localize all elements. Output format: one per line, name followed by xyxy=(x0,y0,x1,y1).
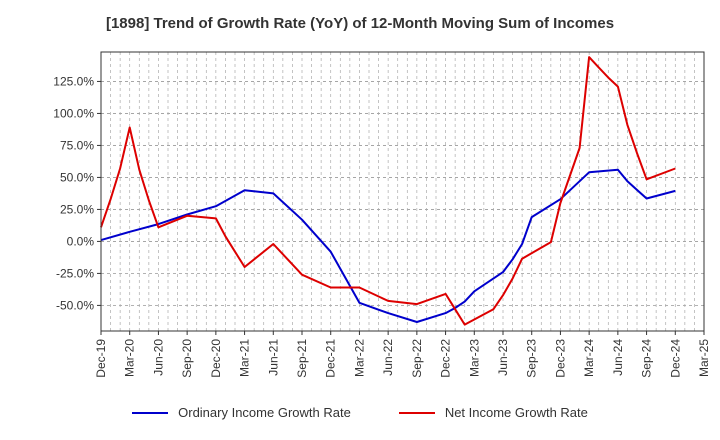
x-tick-label: Dec-24 xyxy=(668,339,682,378)
x-tick-label: Sep-21 xyxy=(295,339,309,378)
x-tick-label: Dec-22 xyxy=(439,339,453,378)
y-tick-label: 125.0% xyxy=(53,74,94,88)
plot-frame xyxy=(100,51,705,332)
y-tick-label: 100.0% xyxy=(53,106,94,120)
x-tick-label: Dec-23 xyxy=(553,339,567,378)
x-tick-label: Mar-24 xyxy=(582,339,596,377)
x-tick-label: Dec-20 xyxy=(209,339,223,378)
legend-swatch-net-income xyxy=(398,411,435,414)
x-tick-label: Sep-24 xyxy=(640,339,654,378)
y-tick-label: -25.0% xyxy=(56,266,94,280)
legend-label-net-income: Net Income Growth Rate xyxy=(444,405,588,420)
legend-swatch-ordinary-income xyxy=(132,411,169,414)
y-axis-ticks: -50.0% -25.0% 0.0% 25.0% 50.0% 75.0% 100.0% 125… xyxy=(53,74,101,312)
x-tick-label: Mar-22 xyxy=(352,339,366,377)
y-tick-label: 50.0% xyxy=(60,170,94,184)
x-tick-label: Sep-23 xyxy=(525,339,539,378)
x-tick-label: Dec-21 xyxy=(324,339,338,378)
x-tick-label: Mar-21 xyxy=(238,339,252,377)
y-tick-label: 0.0% xyxy=(67,234,95,248)
series-line-1 xyxy=(100,56,676,326)
legend: Ordinary Income Growth Rate Net Income G… xyxy=(0,405,720,420)
series-line-0 xyxy=(100,168,676,323)
x-tick-label: Jun-23 xyxy=(496,339,510,376)
legend-item-ordinary-income: Ordinary Income Growth Rate xyxy=(132,405,351,420)
legend-item-net-income: Net Income Growth Rate xyxy=(398,405,588,420)
x-tick-label: Mar-25 xyxy=(697,339,711,377)
y-tick-label: 25.0% xyxy=(60,202,94,216)
x-tick-label: Sep-20 xyxy=(180,339,194,378)
y-tick-label: 75.0% xyxy=(60,138,94,152)
legend-label-ordinary-income: Ordinary Income Growth Rate xyxy=(178,405,351,420)
x-tick-label: Sep-22 xyxy=(410,339,424,378)
x-tick-label: Jun-20 xyxy=(151,339,165,376)
chart-title: [1898] Trend of Growth Rate (YoY) of 12-… xyxy=(105,15,615,32)
x-tick-label: Mar-23 xyxy=(467,339,481,377)
y-tick-label: -50.0% xyxy=(56,298,94,312)
x-tick-label: Dec-19 xyxy=(94,339,108,378)
x-tick-label: Jun-21 xyxy=(266,339,280,376)
x-tick-label: Mar-20 xyxy=(123,339,137,377)
x-tick-label: Jun-24 xyxy=(611,339,625,376)
x-axis-ticks: Dec-19 Mar-20 Jun-20 Sep-20 Dec-20 Mar-21 Jun-… xyxy=(94,331,711,378)
grid-lines xyxy=(101,52,704,331)
series-lines xyxy=(100,56,676,326)
x-tick-label: Jun-22 xyxy=(381,339,395,376)
